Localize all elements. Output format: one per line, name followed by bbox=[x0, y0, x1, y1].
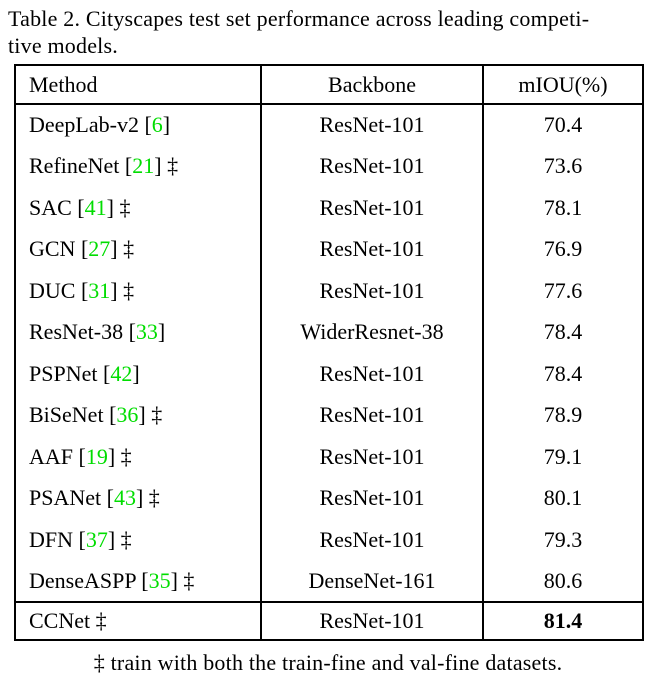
table-row: DFN [37] ‡ ResNet-101 79.3 bbox=[15, 519, 643, 561]
backbone-cell: ResNet-101 bbox=[261, 519, 484, 561]
citation-number: 31 bbox=[88, 277, 111, 303]
citation-number: 6 bbox=[151, 112, 163, 138]
caption-line-1: Table 2. Cityscapes test set performance… bbox=[8, 6, 590, 31]
method-name: DeepLab-v2 bbox=[29, 112, 139, 138]
citation-number: 21 bbox=[132, 153, 155, 179]
double-dagger-mark: ‡ bbox=[143, 485, 160, 511]
method-cell: AAF [19] ‡ bbox=[15, 436, 262, 478]
method-cell: ResNet-38 [33] bbox=[15, 311, 262, 353]
method-name: BiSeNet bbox=[29, 402, 104, 428]
table-row: CCNet ‡ ResNet-101 81.4 bbox=[15, 602, 643, 640]
double-dagger-mark: ‡ bbox=[117, 277, 135, 303]
table-row: RefineNet [21] ‡ ResNet-101 73.6 bbox=[15, 145, 643, 187]
method-name: DenseASPP bbox=[29, 567, 136, 593]
table-row: DUC [31] ‡ ResNet-101 77.6 bbox=[15, 270, 643, 312]
miou-cell: 77.6 bbox=[543, 277, 583, 303]
method-name: PSANet bbox=[29, 485, 102, 511]
backbone-cell: ResNet-101 bbox=[261, 187, 484, 229]
method-name: GCN bbox=[29, 236, 76, 262]
table-row: GCN [27] ‡ ResNet-101 76.9 bbox=[15, 228, 643, 270]
miou-cell: 80.1 bbox=[543, 485, 583, 511]
method-name: ResNet-38 bbox=[29, 319, 124, 345]
method-name: CCNet bbox=[29, 608, 91, 633]
method-cell: DenseASPP [35] ‡ bbox=[15, 560, 262, 602]
method-cell: DeepLab-v2 [6] bbox=[15, 104, 262, 146]
method-cell: CCNet ‡ bbox=[15, 602, 262, 640]
citation-number: 43 bbox=[113, 485, 136, 511]
table-row: SAC [41] ‡ ResNet-101 78.1 bbox=[15, 187, 643, 229]
miou-cell: 78.9 bbox=[543, 402, 583, 428]
backbone-cell: ResNet-101 bbox=[261, 394, 484, 436]
citation-number: 33 bbox=[135, 319, 158, 345]
backbone-cell: ResNet-101 bbox=[261, 228, 484, 270]
header-backbone: Backbone bbox=[261, 65, 484, 104]
citation-number: 37 bbox=[85, 526, 108, 552]
backbone-cell: WiderResnet-38 bbox=[261, 311, 484, 353]
method-cell: PSPNet [42] bbox=[15, 353, 262, 395]
citation-number: 41 bbox=[84, 194, 107, 220]
citation-number: 27 bbox=[88, 236, 111, 262]
miou-cell: 80.6 bbox=[543, 567, 583, 593]
miou-cell: 78.1 bbox=[543, 194, 583, 220]
citation-number: 19 bbox=[85, 443, 108, 469]
footnote: ‡ train with both the train-fine and val… bbox=[93, 650, 563, 675]
method-name: DFN bbox=[29, 526, 74, 552]
double-dagger-mark: ‡ bbox=[145, 402, 163, 428]
method-cell: DUC [31] ‡ bbox=[15, 270, 262, 312]
method-cell: PSANet [43] ‡ bbox=[15, 477, 262, 519]
method-cell: SAC [41] ‡ bbox=[15, 187, 262, 229]
table-row: ResNet-38 [33] WiderResnet-38 78.4 bbox=[15, 311, 643, 353]
miou-cell: 76.9 bbox=[543, 236, 583, 262]
table-row: PSANet [43] ‡ ResNet-101 80.1 bbox=[15, 477, 643, 519]
double-dagger-mark: ‡ bbox=[115, 526, 132, 552]
backbone-cell: DenseNet-161 bbox=[261, 560, 484, 602]
results-table: Method Backbone mIOU(%) DeepLab-v2 [6] Re… bbox=[14, 64, 644, 641]
citation-number: 36 bbox=[116, 402, 139, 428]
method-cell: GCN [27] ‡ bbox=[15, 228, 262, 270]
double-dagger-mark: ‡ bbox=[113, 194, 131, 220]
method-name: RefineNet bbox=[29, 153, 120, 179]
double-dagger-mark: ‡ bbox=[117, 236, 135, 262]
method-name: DUC bbox=[29, 277, 76, 303]
table-row: PSPNet [42] ResNet-101 78.4 bbox=[15, 353, 643, 395]
method-cell: RefineNet [21] ‡ bbox=[15, 145, 262, 187]
method-cell: DFN [37] ‡ bbox=[15, 519, 262, 561]
table-row: AAF [19] ‡ ResNet-101 79.1 bbox=[15, 436, 643, 478]
miou-cell: 79.1 bbox=[543, 443, 583, 469]
double-dagger-mark: ‡ bbox=[115, 443, 132, 469]
double-dagger-mark: ‡ bbox=[90, 608, 107, 633]
miou-cell: 81.4 bbox=[543, 608, 583, 633]
table-row: DenseASPP [35] ‡ DenseNet-161 80.6 bbox=[15, 560, 643, 602]
miou-cell: 70.4 bbox=[543, 112, 583, 138]
table-row: DeepLab-v2 [6] ResNet-101 70.4 bbox=[15, 104, 643, 146]
backbone-cell: ResNet-101 bbox=[261, 270, 484, 312]
backbone-cell: ResNet-101 bbox=[261, 436, 484, 478]
backbone-cell: ResNet-101 bbox=[261, 602, 484, 640]
caption-line-2: tive models. bbox=[8, 33, 118, 58]
backbone-cell: ResNet-101 bbox=[261, 104, 484, 146]
table-caption: Table 2. Cityscapes test set performance… bbox=[0, 0, 656, 59]
backbone-cell: ResNet-101 bbox=[261, 145, 484, 187]
table-row: BiSeNet [36] ‡ ResNet-101 78.9 bbox=[15, 394, 643, 436]
miou-cell: 78.4 bbox=[543, 360, 583, 386]
double-dagger-mark: ‡ bbox=[161, 153, 179, 179]
method-name: AAF bbox=[29, 443, 74, 469]
method-name: SAC bbox=[29, 194, 72, 220]
header-row: Method Backbone mIOU(%) bbox=[15, 65, 643, 104]
citation-number: 42 bbox=[110, 360, 133, 386]
double-dagger-mark: ‡ bbox=[177, 567, 195, 593]
miou-cell: 78.4 bbox=[543, 319, 583, 345]
backbone-cell: ResNet-101 bbox=[261, 477, 484, 519]
method-name: PSPNet bbox=[29, 360, 98, 386]
citation-number: 35 bbox=[148, 567, 171, 593]
backbone-cell: ResNet-101 bbox=[261, 353, 484, 395]
method-cell: BiSeNet [36] ‡ bbox=[15, 394, 262, 436]
miou-cell: 79.3 bbox=[543, 526, 583, 552]
miou-cell: 73.6 bbox=[543, 153, 583, 179]
header-method: Method bbox=[15, 65, 262, 104]
header-miou: mIOU(%) bbox=[518, 71, 608, 97]
